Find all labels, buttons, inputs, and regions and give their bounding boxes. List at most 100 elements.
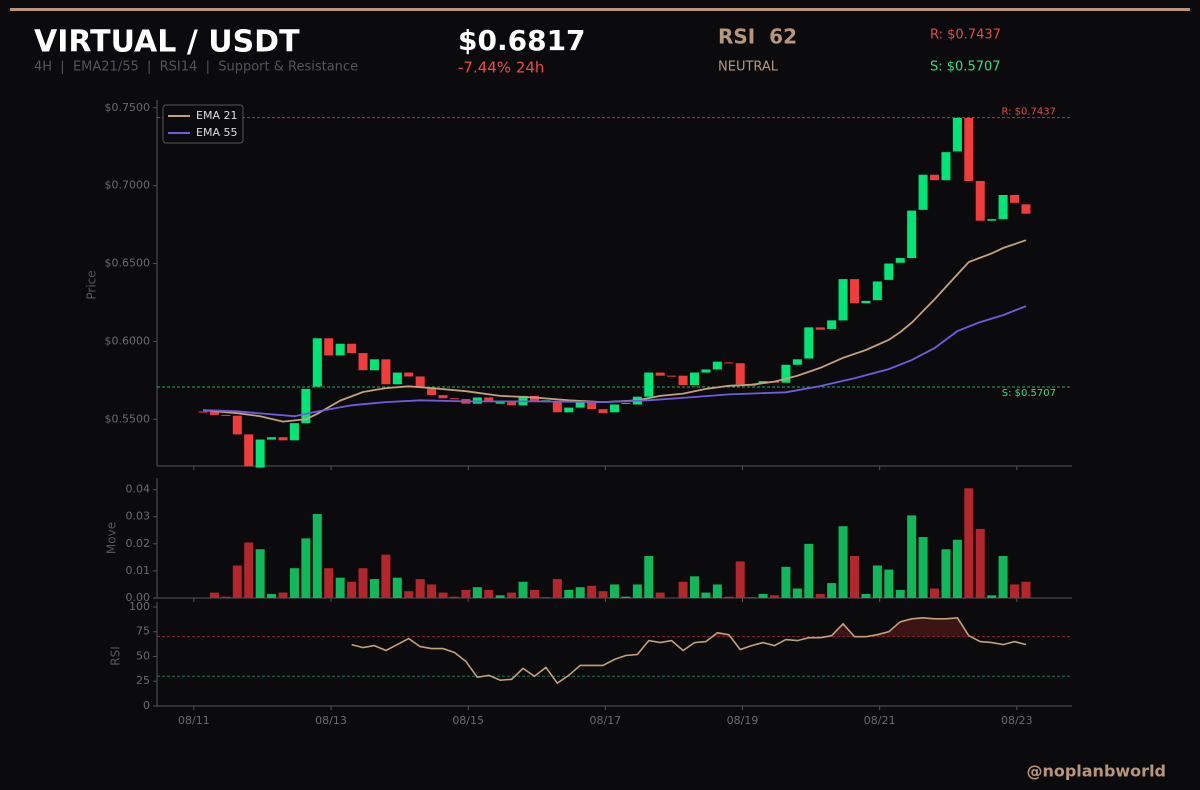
move-bar [758, 593, 768, 598]
candle [232, 415, 242, 435]
move-bar [278, 592, 288, 598]
move-bar [609, 584, 619, 598]
candle [735, 363, 745, 385]
candle [404, 372, 414, 377]
move-bar [289, 568, 299, 598]
candle [347, 343, 357, 354]
move-bar [689, 576, 699, 598]
x-tick-label: 08/23 [1001, 714, 1033, 727]
move-bar [632, 584, 642, 598]
candle [198, 411, 208, 413]
overbought-fill [712, 617, 971, 637]
candle [312, 338, 322, 387]
candle [952, 117, 962, 152]
change: -7.44% 24h [458, 59, 544, 77]
move-bar [244, 542, 254, 598]
candle [209, 411, 219, 415]
move-bar [598, 591, 608, 598]
candle [895, 258, 905, 263]
candle [278, 437, 288, 441]
move-bar [918, 537, 928, 598]
candle [1010, 195, 1020, 203]
candle [678, 375, 688, 386]
candle [301, 388, 311, 424]
x-tick-label: 08/11 [178, 714, 210, 727]
candle [495, 402, 505, 404]
candle [815, 327, 825, 330]
move-bar [678, 581, 688, 598]
move-bar [347, 581, 357, 598]
candle [907, 210, 917, 259]
move-bar [392, 577, 402, 598]
candle [575, 401, 585, 408]
candle [381, 359, 391, 385]
move-bar [587, 585, 597, 598]
move-bar [735, 561, 745, 598]
y-tick-label: $0.7500 [105, 101, 151, 114]
y-axis-label: RSI [109, 646, 123, 666]
move-bar [861, 593, 871, 598]
rsi-value: RSI 62 [718, 25, 797, 49]
move-bar [655, 592, 665, 598]
move-bar [312, 514, 322, 598]
y-tick-label: $0.6000 [105, 334, 151, 347]
x-tick-label: 08/21 [864, 714, 896, 727]
candle [850, 279, 860, 304]
move-bar [198, 597, 208, 598]
move-bar [930, 588, 940, 598]
move-bar [324, 568, 334, 598]
candle [998, 195, 1008, 220]
move-bar [564, 589, 574, 598]
y-tick-label: $0.6500 [105, 257, 151, 270]
level-label: S: $0.5707 [1002, 388, 1056, 399]
move-bar [815, 593, 825, 598]
candle [438, 395, 448, 399]
move-bar [495, 595, 505, 598]
y-tick-label: $0.5500 [105, 412, 151, 425]
rsi-state: NEUTRAL [718, 60, 779, 75]
move-bar [209, 592, 219, 598]
candle [244, 434, 254, 467]
move-bar [449, 596, 459, 598]
candle [598, 409, 608, 414]
subtitle: 4H | EMA21/55 | RSI14 | Support & Resist… [34, 60, 358, 75]
candle [392, 372, 402, 385]
move-bar [335, 577, 345, 598]
x-tick-label: 08/13 [315, 714, 347, 727]
candle [689, 372, 699, 386]
y-tick-label: 75 [136, 625, 150, 638]
candle [712, 361, 722, 370]
move-bar [884, 569, 894, 598]
y-tick-label: 0.01 [126, 564, 151, 577]
move-bar [575, 587, 585, 598]
move-bar [621, 596, 631, 598]
move-bar [792, 588, 802, 598]
move-bar [529, 589, 539, 598]
move-bar [667, 597, 677, 598]
y-tick-label: 0.03 [126, 510, 151, 523]
candle [667, 375, 677, 377]
move-bar [952, 539, 962, 598]
top-rule [10, 8, 1190, 11]
move-bar [541, 597, 551, 598]
move-bar [301, 538, 311, 598]
candle [827, 320, 837, 329]
move-bar [770, 595, 779, 598]
candle [449, 398, 459, 400]
candle [369, 359, 379, 371]
candle [255, 439, 265, 468]
move-bar [369, 579, 379, 598]
y-tick-label: $0.7000 [105, 179, 151, 192]
candle [324, 338, 334, 356]
candle [964, 117, 974, 181]
move-bar [404, 591, 414, 598]
candle [587, 402, 597, 410]
move-bar [267, 593, 277, 598]
candle [484, 397, 494, 403]
candle [552, 401, 562, 413]
candle [724, 362, 734, 364]
y-axis-label: Price [85, 270, 99, 299]
move-bar [838, 526, 848, 598]
move-bar [872, 565, 882, 598]
